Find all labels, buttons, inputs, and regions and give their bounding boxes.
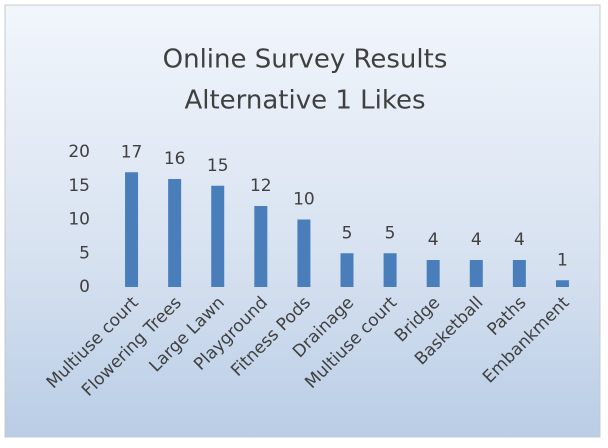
bar <box>383 253 397 287</box>
bar <box>211 185 225 287</box>
data-label: 4 <box>471 230 482 250</box>
y-tick-label: 0 <box>79 277 90 297</box>
bar <box>426 260 440 287</box>
bar <box>297 219 311 287</box>
data-label: 5 <box>342 223 353 243</box>
bar <box>168 179 182 287</box>
data-label: 16 <box>164 149 186 169</box>
y-tick-label: 10 <box>68 210 90 230</box>
data-label: 4 <box>514 230 525 250</box>
bar <box>254 206 268 287</box>
chart-title: Alternative 1 Likes <box>184 86 425 116</box>
data-label: 15 <box>207 156 229 176</box>
bar <box>512 260 526 287</box>
y-tick-label: 20 <box>68 142 90 162</box>
data-label: 17 <box>121 142 143 162</box>
data-label: 4 <box>428 230 439 250</box>
bar <box>340 253 354 287</box>
bar <box>469 260 483 287</box>
data-label: 12 <box>250 176 272 196</box>
y-tick-label: 5 <box>79 243 90 263</box>
chart-title: Online Survey Results <box>163 45 448 75</box>
bar <box>555 280 569 287</box>
data-label: 10 <box>293 190 315 210</box>
y-tick-label: 15 <box>68 176 90 196</box>
data-label: 1 <box>557 250 568 270</box>
data-label: 5 <box>385 223 396 243</box>
bar <box>125 172 139 287</box>
